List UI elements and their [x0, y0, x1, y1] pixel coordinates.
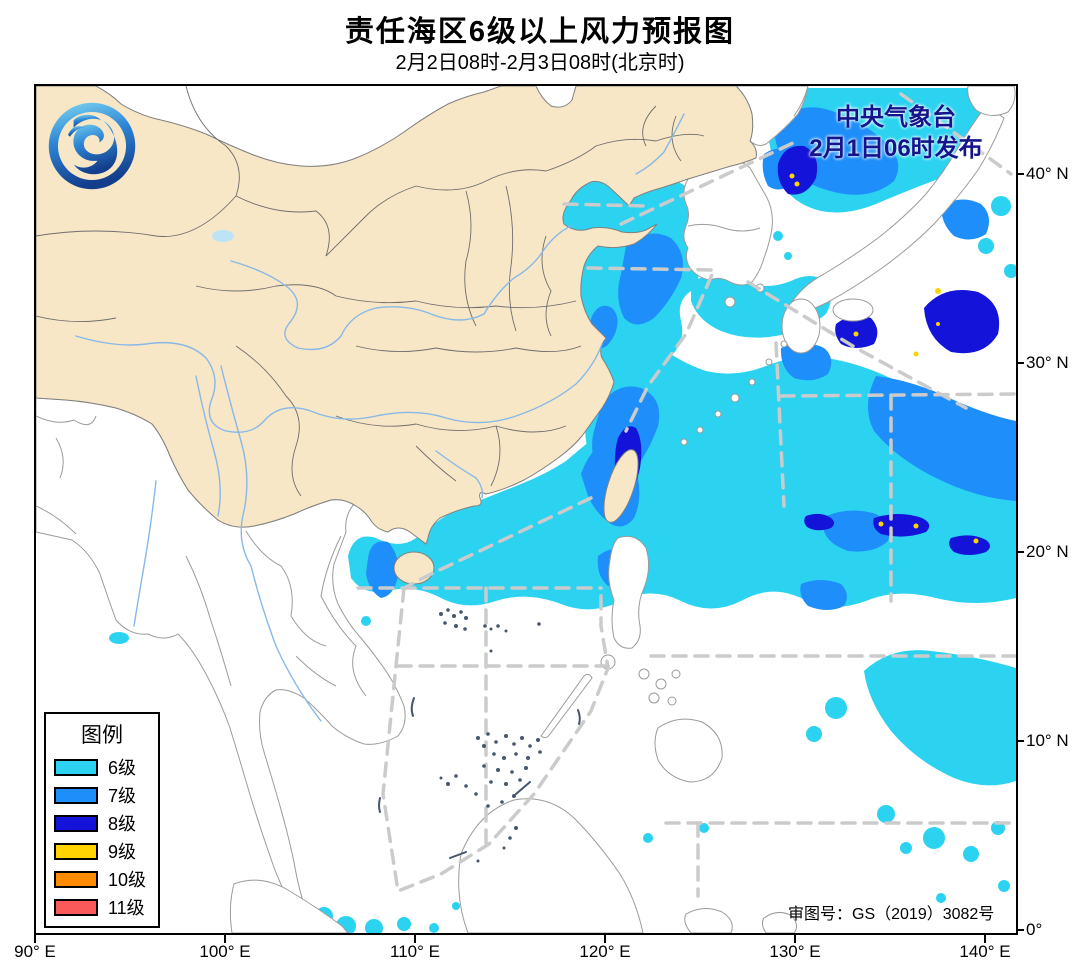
tick-90e: [34, 935, 36, 943]
issuer-name: 中央气象台: [836, 104, 956, 131]
axis-label-0: 0°: [1026, 920, 1043, 939]
legend-item-6: 6级: [46, 753, 158, 781]
axis-label-30n: 30° N: [1026, 353, 1069, 372]
axis-label-10n: 10° N: [1026, 731, 1069, 750]
tick-120e: [604, 935, 606, 943]
legend-item-10: 10级: [46, 865, 158, 893]
legend-item-11: 11级: [46, 893, 158, 921]
tick-10n: [1016, 740, 1024, 742]
legend-label-6: 6级: [108, 758, 137, 778]
province-borders: [36, 86, 705, 497]
axis-label-90e: 90° E: [14, 942, 56, 961]
legend-label-9: 9级: [108, 842, 137, 862]
hainan-island: [393, 551, 435, 585]
legend-title: 图例: [81, 724, 123, 747]
legend-swatch-11: [54, 898, 98, 916]
legend-label-11: 11级: [108, 898, 145, 918]
foreign-borders: [36, 86, 809, 697]
legend-item-8: 8级: [46, 809, 158, 837]
tick-40n: [1016, 173, 1024, 175]
legend-swatch-7: [54, 786, 98, 804]
legend-swatch-10: [54, 870, 98, 888]
page-title: 责任海区6级以上风力预报图: [344, 16, 736, 48]
axis-label-130e: 130° E: [769, 942, 821, 961]
island-speckles: [378, 608, 581, 863]
wind-area-level7: [366, 107, 1016, 610]
map-graphic: [36, 86, 1016, 933]
legend: 图例 6级 7级 8级 9级 10级 11: [44, 712, 160, 928]
foreign-landmass: [36, 86, 1016, 933]
axis-label-140e: 140° E: [959, 942, 1011, 961]
issuer-time: 2月1日06时发布: [809, 135, 983, 162]
axis-label-110e: 110° E: [390, 942, 440, 961]
map-canvas: 中央气象台 2月1日06时发布 图例 6级 7级 8级 9级: [34, 84, 1018, 935]
tick-30n: [1016, 362, 1024, 364]
legend-swatch-6: [54, 758, 98, 776]
sea-area-boundaries: [356, 92, 1016, 898]
tick-100e: [224, 935, 226, 943]
legend-label-7: 7级: [108, 786, 137, 806]
legend-item-7: 7级: [46, 781, 158, 809]
axis-label-40n: 40° N: [1026, 164, 1069, 183]
legend-swatch-9: [54, 842, 98, 860]
axis-label-20n: 20° N: [1026, 542, 1069, 561]
map-approval-number: 审图号：GS（2019）3082号: [788, 906, 995, 923]
axis-label-120e: 120° E: [579, 942, 631, 961]
legend-item-9: 9级: [46, 837, 158, 865]
legend-label-8: 8级: [108, 814, 137, 834]
legend-swatch-8: [54, 814, 98, 832]
tick-0: [1016, 929, 1024, 931]
issuer-block: 中央气象台 2月1日06时发布: [776, 102, 1016, 164]
rivers: [75, 113, 685, 722]
tick-20n: [1016, 551, 1024, 553]
taiwan-island: [603, 449, 639, 523]
tick-130e: [794, 935, 796, 943]
page-subtitle: 2月2日08时-2月3日08时(北京时): [395, 52, 685, 74]
cma-logo-icon: [46, 100, 138, 192]
tick-140e: [984, 935, 986, 943]
legend-label-10: 10级: [108, 870, 147, 890]
wind-area-level9: [789, 173, 979, 544]
axis-label-100e: 100° E: [199, 942, 251, 961]
tick-110e: [414, 935, 416, 943]
